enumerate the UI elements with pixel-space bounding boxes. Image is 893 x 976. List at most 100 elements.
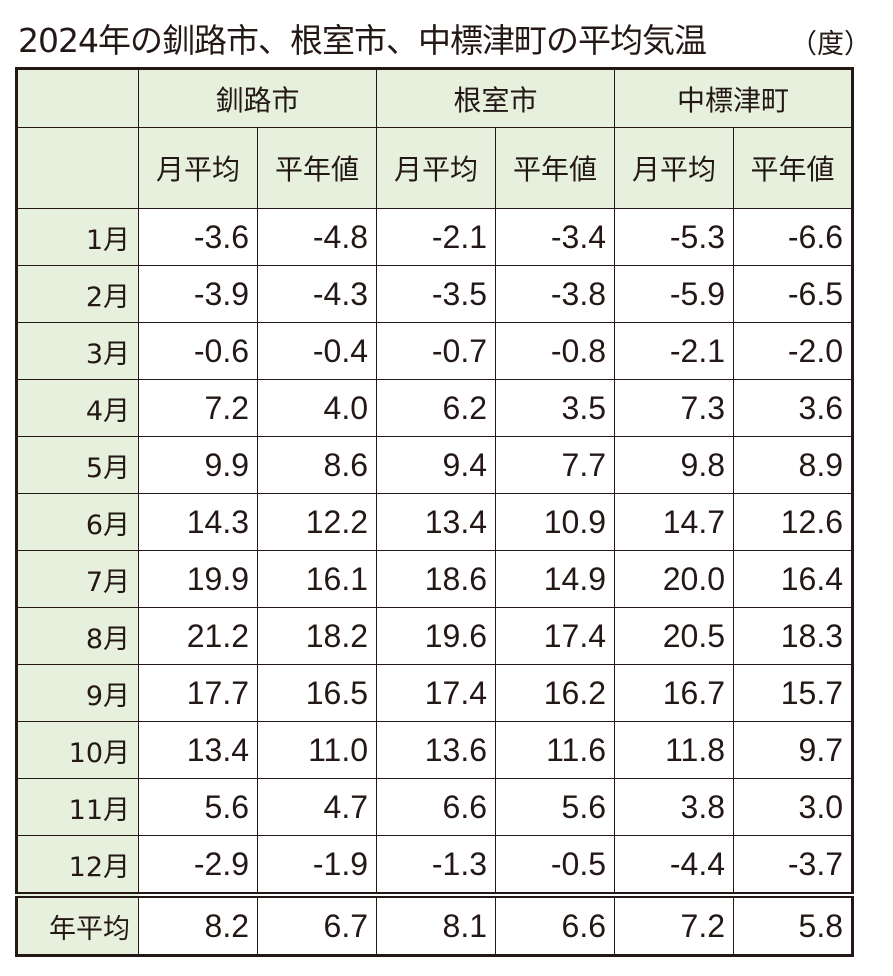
row-label: 年平均	[16, 892, 139, 956]
value-cell: 9.4	[376, 436, 496, 494]
subheader: 月平均	[138, 127, 258, 209]
value-cell: 14.7	[614, 493, 734, 551]
row-label: 6月	[16, 493, 139, 551]
value-cell: 3.6	[733, 379, 853, 437]
corner-cell	[16, 127, 139, 209]
table-row: 年平均 8.2 6.7 8.1 6.6 7.2 5.8	[16, 892, 853, 956]
table-row: 6月 14.3 12.2 13.4 10.9 14.7 12.6	[16, 493, 853, 551]
subheader: 月平均	[376, 127, 496, 209]
subheader: 月平均	[614, 127, 734, 209]
value-cell: 6.7	[257, 892, 377, 956]
value-cell: -4.8	[257, 208, 377, 266]
value-cell: 5.6	[138, 778, 258, 836]
row-label: 10月	[16, 721, 139, 779]
value-cell: 6.2	[376, 379, 496, 437]
value-cell: -5.3	[614, 208, 734, 266]
value-cell: 8.9	[733, 436, 853, 494]
value-cell: 21.2	[138, 607, 258, 665]
value-cell: -1.9	[257, 835, 377, 896]
value-cell: 19.9	[138, 550, 258, 608]
value-cell: 16.4	[733, 550, 853, 608]
value-cell: 11.8	[614, 721, 734, 779]
value-cell: -3.5	[376, 265, 496, 323]
value-cell: -3.4	[495, 208, 615, 266]
value-cell: 10.9	[495, 493, 615, 551]
row-label: 8月	[16, 607, 139, 665]
value-cell: -3.6	[138, 208, 258, 266]
value-cell: -2.0	[733, 322, 853, 380]
value-cell: 12.6	[733, 493, 853, 551]
table-row: 2月 -3.9 -4.3 -3.5 -3.8 -5.9 -6.5	[16, 265, 853, 323]
value-cell: 8.2	[138, 892, 258, 956]
subheader-row: 月平均 平年値 月平均 平年値 月平均 平年値	[16, 127, 853, 209]
value-cell: 17.7	[138, 664, 258, 722]
table-row: 4月 7.2 4.0 6.2 3.5 7.3 3.6	[16, 379, 853, 437]
value-cell: -3.9	[138, 265, 258, 323]
table-row: 1月 -3.6 -4.8 -2.1 -3.4 -5.3 -6.6	[16, 208, 853, 266]
value-cell: 9.9	[138, 436, 258, 494]
value-cell: 6.6	[376, 778, 496, 836]
value-cell: -4.3	[257, 265, 377, 323]
value-cell: -5.9	[614, 265, 734, 323]
value-cell: 9.8	[614, 436, 734, 494]
value-cell: -6.5	[733, 265, 853, 323]
value-cell: 4.0	[257, 379, 377, 437]
value-cell: 7.2	[614, 892, 734, 956]
subheader: 平年値	[733, 127, 853, 209]
value-cell: 8.1	[376, 892, 496, 956]
subheader: 平年値	[257, 127, 377, 209]
table-row: 8月 21.2 18.2 19.6 17.4 20.5 18.3	[16, 607, 853, 665]
row-label: 5月	[16, 436, 139, 494]
value-cell: 4.7	[257, 778, 377, 836]
row-label: 1月	[16, 208, 139, 266]
value-cell: 7.3	[614, 379, 734, 437]
row-label: 2月	[16, 265, 139, 323]
value-cell: -3.7	[733, 835, 853, 896]
value-cell: -2.1	[376, 208, 496, 266]
value-cell: 14.3	[138, 493, 258, 551]
value-cell: -4.4	[614, 835, 734, 896]
unit-label: （度）	[790, 29, 871, 60]
value-cell: -2.9	[138, 835, 258, 896]
row-label: 3月	[16, 322, 139, 380]
value-cell: -0.8	[495, 322, 615, 380]
corner-cell	[16, 68, 139, 128]
value-cell: 18.3	[733, 607, 853, 665]
value-cell: 6.6	[495, 892, 615, 956]
row-label: 9月	[16, 664, 139, 722]
value-cell: 13.4	[138, 721, 258, 779]
value-cell: -0.7	[376, 322, 496, 380]
row-label: 7月	[16, 550, 139, 608]
value-cell: 16.5	[257, 664, 377, 722]
value-cell: -3.8	[495, 265, 615, 323]
value-cell: 5.6	[495, 778, 615, 836]
value-cell: 9.7	[733, 721, 853, 779]
city-header: 中標津町	[614, 68, 853, 128]
value-cell: 7.2	[138, 379, 258, 437]
temperature-table: 釧路市 根室市 中標津町 月平均 平年値 月平均 平年値 月平均 平年値 1月 -…	[15, 67, 854, 957]
value-cell: 11.0	[257, 721, 377, 779]
value-cell: 11.6	[495, 721, 615, 779]
value-cell: -0.5	[495, 835, 615, 896]
value-cell: 7.7	[495, 436, 615, 494]
value-cell: -2.1	[614, 322, 734, 380]
subheader: 平年値	[495, 127, 615, 209]
city-header: 根室市	[376, 68, 615, 128]
value-cell: -6.6	[733, 208, 853, 266]
value-cell: 12.2	[257, 493, 377, 551]
value-cell: -0.6	[138, 322, 258, 380]
value-cell: 3.8	[614, 778, 734, 836]
city-header: 釧路市	[138, 68, 377, 128]
city-header-row: 釧路市 根室市 中標津町	[16, 68, 853, 128]
value-cell: 14.9	[495, 550, 615, 608]
value-cell: -0.4	[257, 322, 377, 380]
table-row: 9月 17.7 16.5 17.4 16.2 16.7 15.7	[16, 664, 853, 722]
value-cell: 17.4	[376, 664, 496, 722]
row-label: 11月	[16, 778, 139, 836]
value-cell: 13.4	[376, 493, 496, 551]
value-cell: 8.6	[257, 436, 377, 494]
value-cell: 20.5	[614, 607, 734, 665]
value-cell: 18.6	[376, 550, 496, 608]
value-cell: 18.2	[257, 607, 377, 665]
value-cell: 3.5	[495, 379, 615, 437]
